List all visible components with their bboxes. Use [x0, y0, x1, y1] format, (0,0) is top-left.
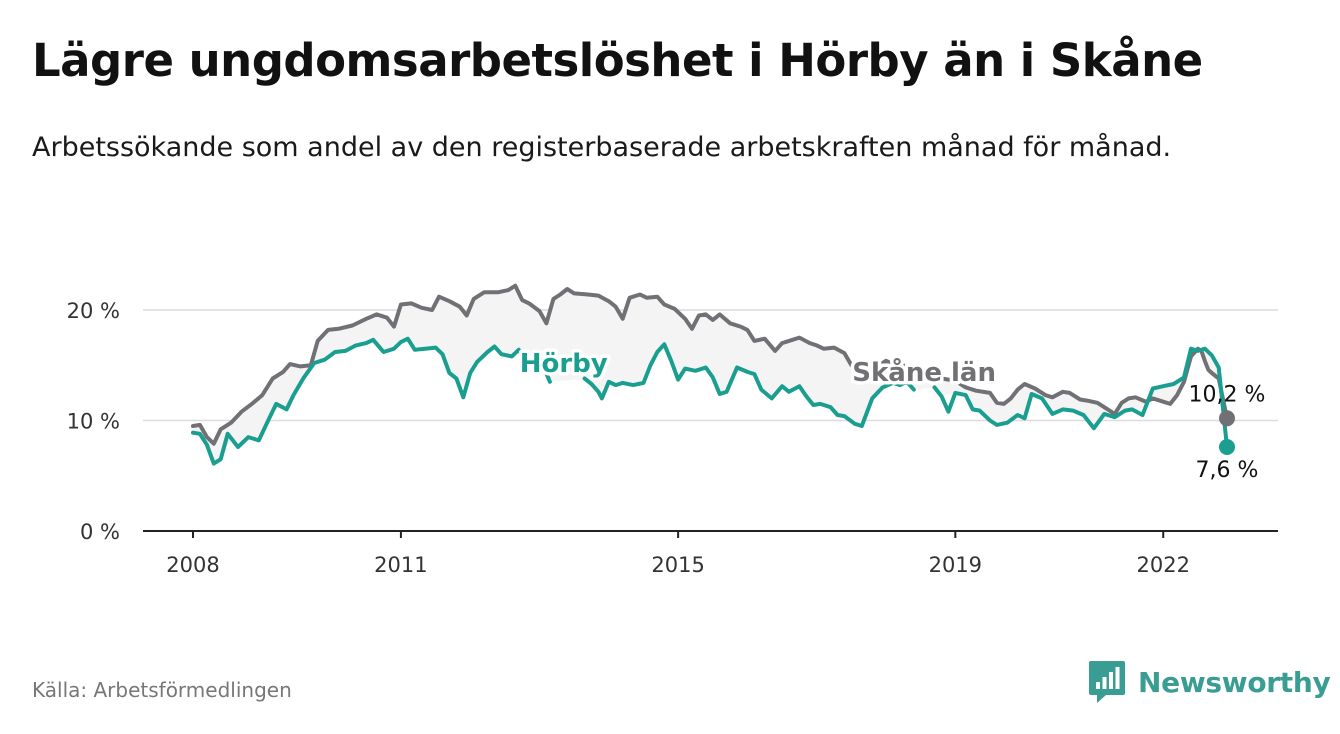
series-line-skane [191, 283, 1229, 446]
y-tick-label: 10 % [67, 410, 120, 434]
source-note: Källa: Arbetsförmedlingen [32, 678, 292, 702]
x-tick-label: 2019 [929, 553, 982, 577]
x-tick-label: 2011 [374, 553, 427, 577]
series-label-horby: Hörby [520, 349, 608, 379]
brand-logo[interactable]: Newsworthy [1088, 660, 1331, 704]
chart-subtitle: Arbetssökande som andel av den registerb… [32, 132, 1172, 163]
end-label-horby: 7,6 % [1196, 458, 1259, 483]
y-tick-label: 0 % [80, 520, 120, 544]
end-marker-skane [1219, 410, 1235, 427]
x-tick-label: 2022 [1137, 553, 1190, 577]
brand-name: Newsworthy [1138, 665, 1331, 699]
x-tick-label: 2008 [166, 553, 219, 577]
end-marker-horby [1219, 439, 1235, 456]
series-band [193, 285, 1227, 464]
y-tick-label: 20 % [67, 299, 120, 323]
chart-title: Lägre ungdomsarbetslöshet i Hörby än i S… [32, 34, 1203, 87]
line-chart: 0 % 10 % 20 % 2008 2011 2015 2019 2022 10,2 % 7,6… [67, 283, 1278, 577]
end-label-skane: 10,2 % [1189, 382, 1266, 407]
newsworthy-logo-icon [1089, 661, 1125, 703]
series-line-horby [582, 342, 916, 428]
series-label-skane: Skåne län [852, 356, 996, 388]
series-line-horby [191, 336, 552, 466]
series-line-horby [932, 346, 1229, 449]
x-tick-label: 2015 [651, 553, 704, 577]
